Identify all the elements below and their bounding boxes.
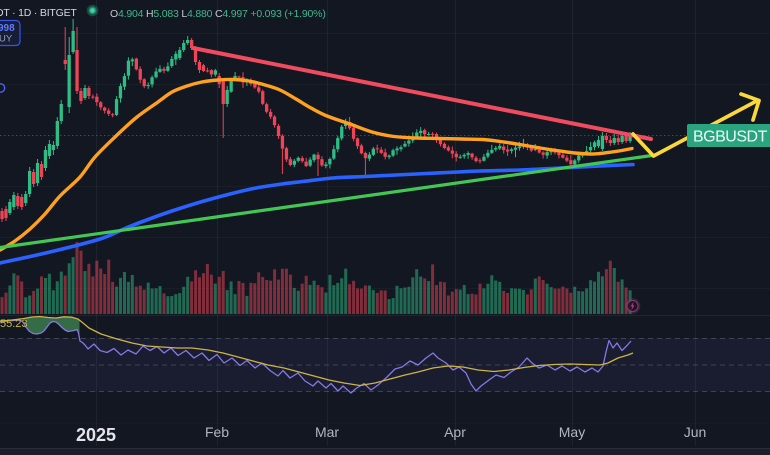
svg-text:2025: 2025	[76, 425, 116, 445]
svg-text:Apr: Apr	[444, 424, 466, 440]
svg-text:998: 998	[0, 23, 15, 34]
svg-text:Mar: Mar	[315, 424, 339, 440]
svg-text:UY: UY	[0, 34, 13, 45]
svg-text:55.23: 55.23	[0, 318, 28, 330]
svg-text:DT · 1D · BITGET: DT · 1D · BITGET	[0, 7, 77, 19]
svg-text:Feb: Feb	[205, 424, 229, 440]
svg-text:O4.904 H5.083 L4.880 C4.997 +0: O4.904 H5.083 L4.880 C4.997 +0.093 (+1.9…	[110, 8, 326, 20]
svg-text:BGBUSDT: BGBUSDT	[693, 129, 768, 146]
svg-text:Jun: Jun	[684, 424, 707, 440]
svg-text:May: May	[559, 424, 585, 440]
